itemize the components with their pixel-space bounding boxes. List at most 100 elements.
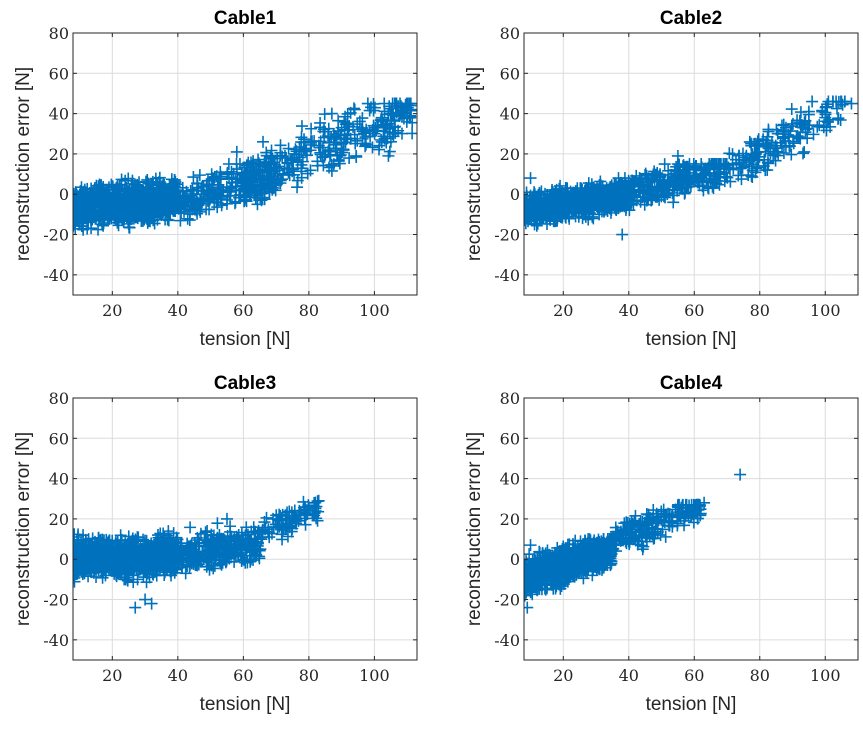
scatter-point: [132, 188, 145, 201]
scatter-point: [244, 161, 257, 174]
scatter-point: [295, 120, 308, 133]
scatter-point: [162, 529, 175, 542]
scatter-point: [145, 597, 158, 610]
scatter-point: [205, 186, 218, 199]
scatter-point: [544, 191, 557, 204]
scatter-point: [548, 546, 561, 559]
scatter-point: [157, 535, 170, 548]
y-tick-label: -40: [494, 266, 520, 285]
x-tick-label: 80: [750, 301, 770, 320]
scatter-point: [256, 524, 269, 537]
scatter-point: [591, 188, 604, 201]
scatter-point: [801, 122, 814, 135]
subplot-title: Cable1: [214, 8, 277, 29]
scatter-point: [343, 152, 356, 165]
scatter-point: [148, 557, 161, 570]
scatter-point: [546, 185, 559, 198]
scatter-point: [308, 507, 321, 520]
subplot-1: 20 40 60 80 100-40-20020406080Cable1tension …: [13, 8, 418, 350]
scatter-point: [98, 187, 111, 200]
scatter-point: [238, 195, 251, 208]
scatter-point: [553, 183, 566, 196]
scatter-point: [194, 195, 207, 208]
scatter-point: [176, 184, 189, 197]
scatter-point: [318, 123, 331, 136]
scatter-point: [210, 549, 223, 562]
scatter-point: [381, 117, 394, 130]
scatter-point: [353, 115, 366, 128]
x-tick-label: 20: [553, 301, 573, 320]
scatter-point: [115, 534, 128, 547]
scatter-point: [787, 137, 800, 150]
scatter-point: [322, 145, 335, 158]
scatter-point: [367, 119, 380, 132]
scatter-point: [158, 178, 171, 191]
y-axis-label: reconstruction error [N]: [464, 67, 485, 261]
scatter-point: [653, 175, 666, 188]
scatter-point: [164, 565, 177, 578]
scatter-point: [586, 210, 599, 223]
scatter-point: [281, 157, 294, 170]
scatter-series: [524, 468, 747, 614]
scatter-point: [671, 149, 684, 162]
scatter-point: [258, 516, 271, 529]
y-tick-label: -40: [43, 266, 69, 285]
axes-background: [524, 398, 858, 660]
scatter-point: [73, 212, 86, 225]
scatter-point: [220, 512, 233, 525]
scatter-point: [246, 169, 259, 182]
scatter-point: [100, 540, 113, 553]
scatter-point: [406, 127, 417, 140]
scatter-point: [628, 175, 641, 188]
scatter-point: [396, 127, 409, 140]
scatter-point: [777, 128, 790, 141]
scatter-point: [159, 190, 172, 203]
scatter-point: [106, 180, 119, 193]
scatter-point: [394, 107, 407, 120]
scatter-point: [130, 541, 143, 554]
scatter-point: [88, 209, 101, 222]
scatter-point: [388, 114, 401, 127]
scatter-point: [257, 176, 270, 189]
x-tick-label: 40: [619, 301, 639, 320]
scatter-point: [241, 532, 254, 545]
x-tick-label: 20: [102, 301, 122, 320]
y-axis-label: reconstruction error [N]: [13, 432, 34, 626]
y-tick-label: 0: [510, 185, 520, 204]
y-tick-label: 80: [49, 389, 69, 408]
scatter-series: [73, 97, 417, 236]
scatter-point: [760, 138, 773, 151]
scatter-point: [658, 158, 671, 171]
x-axis-label: tension [N]: [200, 694, 291, 715]
y-tick-label: 20: [500, 145, 520, 164]
scatter-point: [114, 183, 127, 196]
scatter-point: [322, 130, 335, 143]
x-tick-label: 60: [233, 301, 253, 320]
scatter-point: [389, 97, 402, 110]
scatter-point: [237, 553, 250, 566]
scatter-point: [745, 139, 758, 152]
scatter-point: [223, 539, 236, 552]
scatter-point: [335, 121, 348, 134]
x-axis-label: tension [N]: [646, 329, 737, 350]
scatter-point: [295, 136, 308, 149]
scatter-point: [404, 99, 417, 112]
y-tick-label: 20: [49, 145, 69, 164]
scatter-point: [260, 149, 273, 162]
scatter-point: [245, 525, 258, 538]
scatter-point: [822, 95, 835, 108]
y-tick-label: 60: [49, 429, 69, 448]
scatter-point: [207, 529, 220, 542]
scatter-point: [188, 536, 201, 549]
scatter-point: [568, 191, 581, 204]
scatter-point: [366, 125, 379, 138]
scatter-point: [624, 183, 637, 196]
scatter-point: [554, 190, 567, 203]
scatter-point: [797, 147, 810, 160]
scatter-point: [223, 186, 236, 199]
scatter-point: [113, 208, 126, 221]
scatter-point: [122, 172, 135, 185]
scatter-point: [302, 500, 315, 513]
scatter-point: [159, 552, 172, 565]
